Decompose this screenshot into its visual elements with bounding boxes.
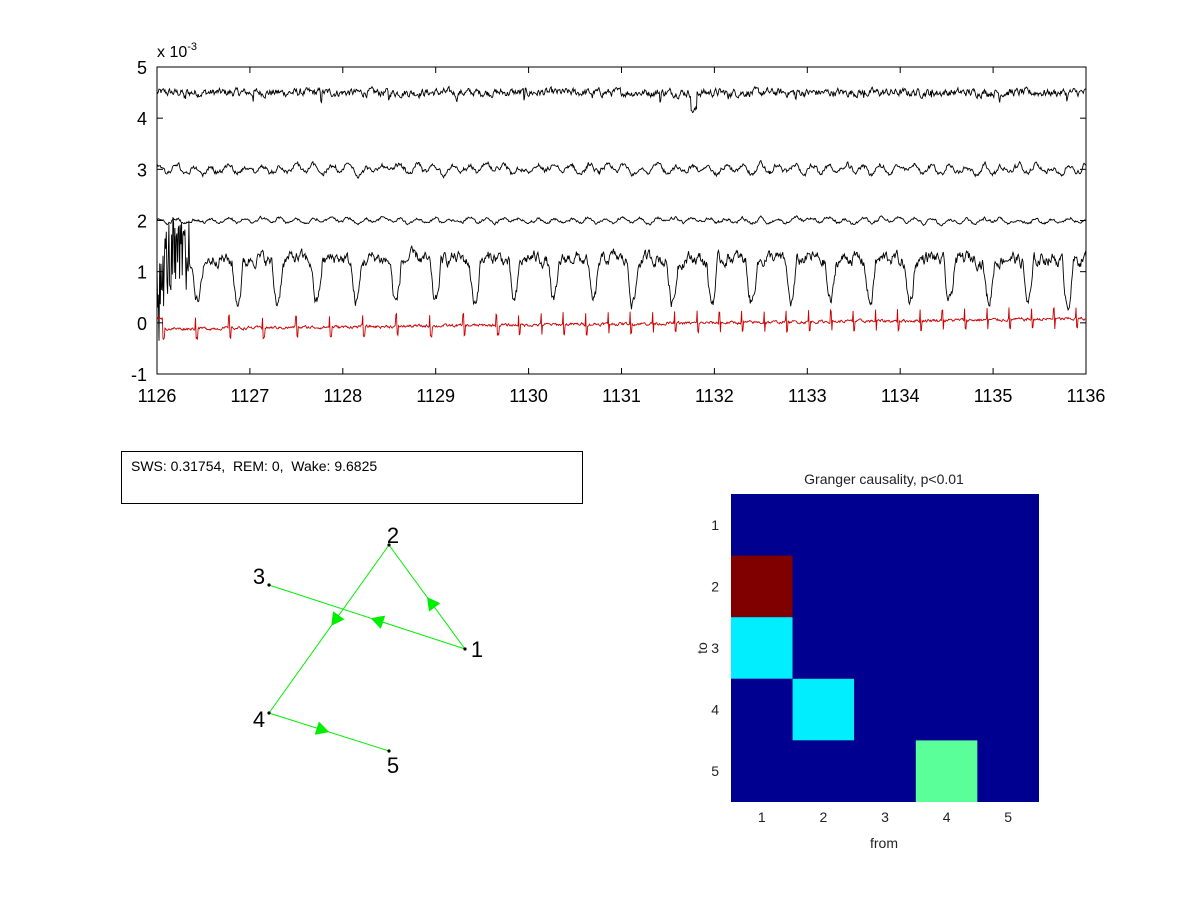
x-tick-label: 1133 xyxy=(788,386,827,406)
x-tick-label: 1128 xyxy=(323,386,362,406)
network-node xyxy=(267,583,271,587)
heatmap-cell xyxy=(792,617,855,679)
network-arrow xyxy=(331,611,345,626)
x-tick-label: 1127 xyxy=(231,386,270,406)
heatmap-cell xyxy=(977,678,1039,741)
heatmap-title: Granger causality, p<0.01 xyxy=(804,471,964,487)
heatmap-cell xyxy=(731,617,793,679)
exponent-label: x 10-3 xyxy=(157,41,197,61)
heatmap-y-tick: 1 xyxy=(711,517,719,533)
heatmap-ticks: 1 2 3 4 5 1 2 3 4 5 xyxy=(711,517,1012,825)
exponent-power: -3 xyxy=(187,41,197,53)
granger-heatmap: Granger causality, p<0.01 1 2 3 4 5 1 2 3 4 5 fro… xyxy=(694,471,1039,851)
heatmap-cell xyxy=(915,494,978,556)
sleep-stage-text: SWS: 0.31754, REM: 0, Wake: 9.6825 xyxy=(131,458,378,474)
heatmap-cell xyxy=(792,555,855,618)
heatmap-cell xyxy=(915,678,978,741)
x-tick-label: 1126 xyxy=(138,386,177,406)
heatmap-cell xyxy=(792,494,855,556)
x-tick-label: 1136 xyxy=(1067,386,1106,406)
network-node-label: 2 xyxy=(387,523,399,548)
signal-y-ticks: -1 0 1 2 3 4 5 xyxy=(131,58,1086,385)
heatmap-cell xyxy=(977,740,1039,802)
heatmap-cell xyxy=(977,555,1039,618)
signal-x-ticks: 1126 1127 1128 1129 1130 1131 1132 1133 1134 1135… xyxy=(138,67,1106,406)
heatmap-cell xyxy=(977,617,1039,679)
heatmap-xlabel: from xyxy=(870,835,898,851)
y-tick-label: -1 xyxy=(131,365,147,385)
x-tick-label: 1135 xyxy=(974,386,1013,406)
network-node-label: 5 xyxy=(387,753,399,778)
network-node xyxy=(387,749,391,753)
heatmap-y-tick: 4 xyxy=(711,702,719,718)
heatmap-x-tick: 1 xyxy=(758,809,766,825)
heatmap-cell xyxy=(731,555,793,618)
heatmap-y-tick: 3 xyxy=(711,640,719,656)
x-tick-label: 1131 xyxy=(602,386,641,406)
heatmap-cell xyxy=(915,617,978,679)
network-arrow xyxy=(370,615,386,629)
x-tick-label: 1129 xyxy=(416,386,455,406)
network-node-label: 3 xyxy=(253,564,265,589)
heatmap-ylabel: to xyxy=(694,642,710,654)
network-node xyxy=(387,543,391,547)
heatmap-cell xyxy=(854,740,916,802)
network-node-label: 1 xyxy=(471,637,483,662)
heatmap-x-tick: 2 xyxy=(820,809,828,825)
y-tick-label: 3 xyxy=(137,160,147,180)
heatmap-cell xyxy=(854,678,916,741)
network-node xyxy=(463,647,467,651)
x-tick-label: 1130 xyxy=(509,386,548,406)
network-node-label: 4 xyxy=(253,707,265,732)
signal-plot: -1 0 1 2 3 4 5 1126 1127 1128 1129 1130 1131 1132 113… xyxy=(131,41,1105,406)
heatmap-cell xyxy=(854,617,916,679)
signal-axes xyxy=(156,66,1087,375)
heatmap-cell xyxy=(977,494,1039,556)
y-tick-label: 5 xyxy=(137,58,147,78)
network-edge xyxy=(268,544,390,714)
heatmap-cell xyxy=(915,740,978,802)
network-node xyxy=(267,711,271,715)
signal-traces xyxy=(156,85,1087,341)
heatmap-x-tick: 5 xyxy=(1004,809,1012,825)
y-tick-label: 0 xyxy=(137,314,147,334)
heatmap-cell xyxy=(915,555,978,618)
network-arrow xyxy=(427,597,441,612)
signal-series-line xyxy=(156,217,1087,341)
heatmap-cell xyxy=(854,494,916,556)
heatmap-y-tick: 5 xyxy=(711,763,719,779)
heatmap-cells xyxy=(731,494,1039,802)
heatmap-cell xyxy=(854,555,916,618)
heatmap-cell xyxy=(731,494,793,556)
y-tick-label: 2 xyxy=(137,212,147,232)
network-diagram: 1 2 3 4 5 xyxy=(253,523,483,778)
heatmap-cell xyxy=(731,678,793,741)
signal-series-line xyxy=(156,215,1087,227)
network-edge xyxy=(268,584,466,650)
y-tick-label: 4 xyxy=(137,109,147,129)
heatmap-x-tick: 4 xyxy=(943,809,951,825)
signal-series-line xyxy=(156,159,1087,179)
signal-series-line xyxy=(156,306,1086,341)
heatmap-y-tick: 2 xyxy=(711,578,719,594)
heatmap-x-tick: 3 xyxy=(881,809,889,825)
sleep-stage-box: SWS: 0.31754, REM: 0, Wake: 9.6825 xyxy=(121,451,583,504)
y-tick-label: 1 xyxy=(137,263,147,283)
heatmap-cell xyxy=(792,740,855,802)
network-arrow xyxy=(314,721,330,735)
x-tick-label: 1134 xyxy=(881,386,920,406)
heatmap-cell xyxy=(792,678,855,741)
heatmap-cell xyxy=(731,740,793,802)
x-tick-label: 1132 xyxy=(695,386,734,406)
signal-series-line xyxy=(156,85,1087,114)
